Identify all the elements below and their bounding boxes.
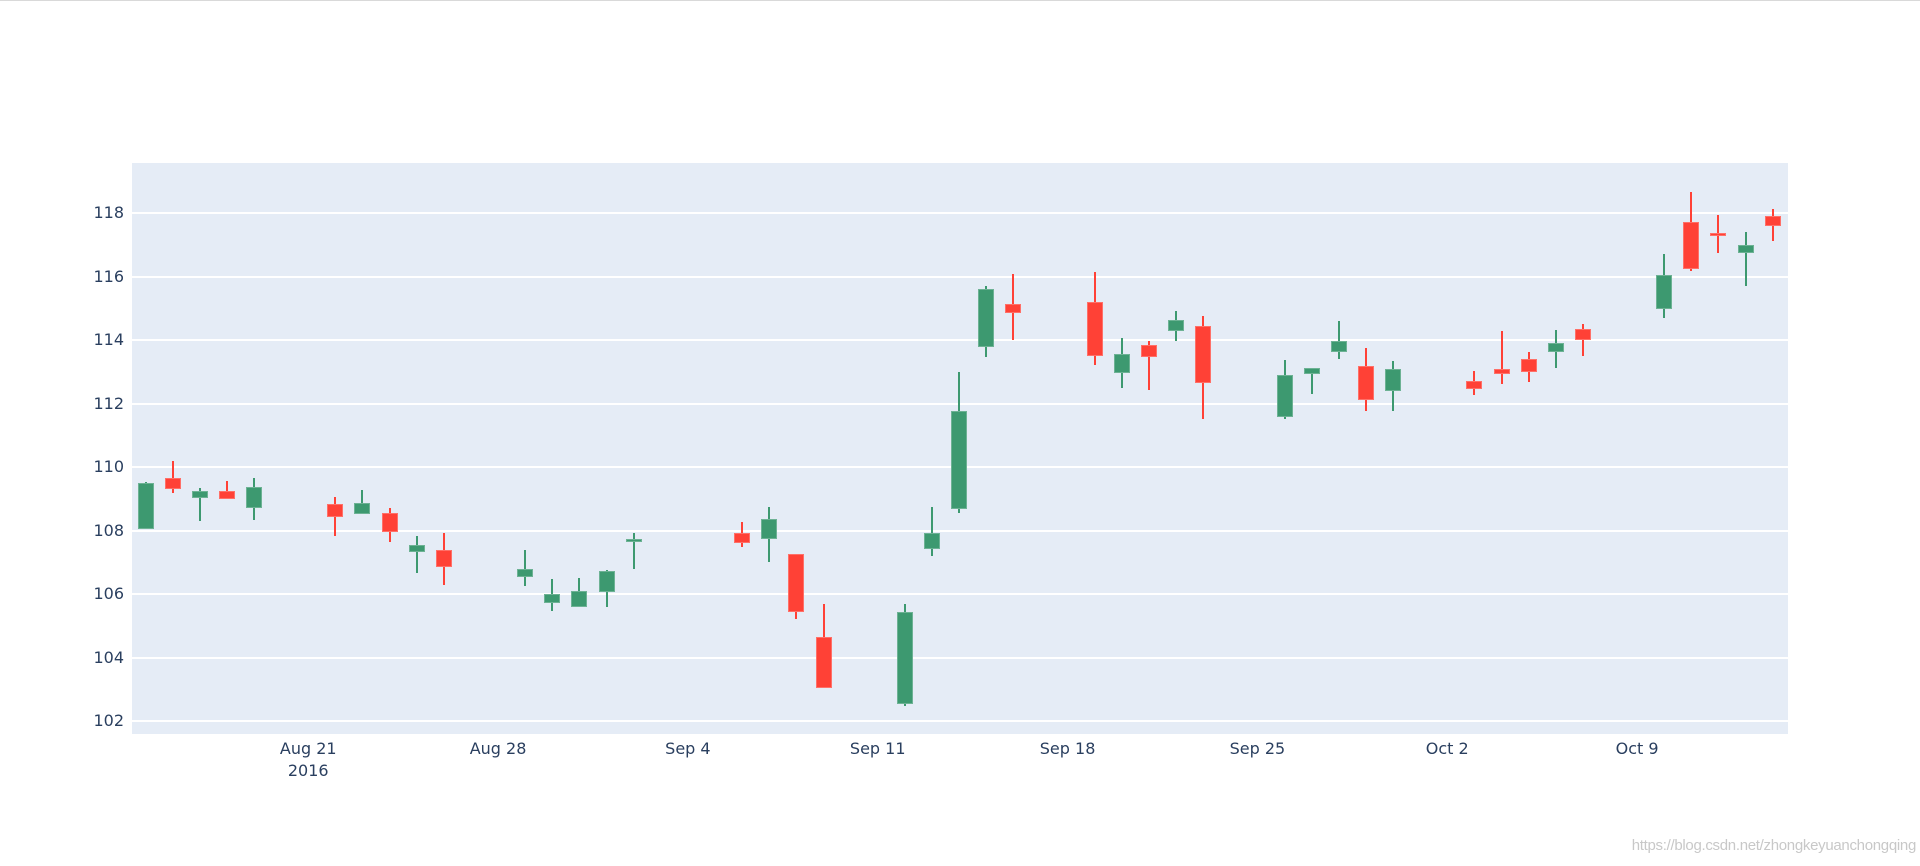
gridline-118: [132, 212, 1788, 215]
candle-body: [1683, 221, 1700, 270]
candle-body: [245, 487, 262, 509]
gridline-108: [132, 529, 1788, 532]
candle-wick: [361, 489, 364, 515]
y-tick-label: 114: [93, 330, 124, 350]
candle-body: [1520, 358, 1537, 372]
candle-body: [137, 483, 154, 529]
candle-body: [1303, 368, 1320, 374]
candle-body: [1737, 245, 1754, 253]
y-tick-label: 106: [93, 584, 124, 604]
candle-wick: [1337, 320, 1340, 359]
x-tick-label: Aug 28: [469, 739, 527, 758]
y-tick-label: 104: [93, 647, 124, 667]
candle-body: [1005, 304, 1022, 313]
candle-body: [517, 568, 534, 577]
candle-body: [896, 612, 913, 704]
candle-body: [923, 532, 940, 549]
candle-body: [1710, 232, 1727, 236]
candle-body: [1764, 216, 1781, 227]
x-tick-label: Sep 25: [1229, 739, 1286, 758]
gridline-114: [132, 339, 1788, 342]
candle-wick: [524, 549, 527, 587]
candle-body: [1574, 329, 1591, 341]
x-tick-label: Sep 11: [849, 739, 906, 758]
candle-body: [1385, 369, 1402, 391]
x-tick-year-label: 2016: [287, 761, 329, 780]
x-tick-label: Sep 18: [1039, 739, 1096, 758]
gridline-104: [132, 656, 1788, 659]
candle-wick: [632, 532, 635, 569]
y-tick-label: 112: [93, 393, 124, 413]
candle-body: [1140, 344, 1157, 358]
top-border: [0, 0, 1920, 1]
candle-body: [1547, 343, 1564, 353]
candle-body: [978, 289, 995, 347]
candle-body: [815, 637, 832, 689]
candle-body: [788, 554, 805, 613]
y-tick-label: 118: [93, 203, 124, 223]
candle-body: [951, 410, 968, 510]
candle-body: [1357, 366, 1374, 401]
candle-wick: [930, 506, 933, 556]
watermark: https://blog.csdn.net/zhongkeyuanchongqi…: [1631, 837, 1917, 854]
candle-body: [625, 539, 642, 543]
candle-body: [1168, 319, 1185, 332]
candle-body: [327, 503, 344, 517]
gridline-116: [132, 275, 1788, 278]
gridline-102: [132, 719, 1788, 722]
x-tick-label: Sep 4: [665, 739, 711, 758]
candle-wick: [415, 536, 418, 574]
candle-wick: [171, 460, 174, 493]
candle-wick: [1147, 341, 1150, 391]
x-tick-label: Oct 9: [1615, 739, 1659, 758]
candle-body: [1113, 353, 1130, 373]
candle-body: [1195, 326, 1212, 384]
candle-body: [191, 490, 208, 498]
candle-body: [1086, 302, 1103, 357]
candle-wick: [1744, 232, 1747, 286]
candle-body: [1276, 375, 1293, 418]
candle-body: [761, 519, 778, 539]
candle-wick: [1500, 331, 1503, 385]
candle-body: [354, 503, 371, 515]
y-tick-label: 102: [93, 710, 124, 730]
candle-wick: [225, 481, 228, 499]
candle-wick: [198, 487, 201, 522]
y-tick-label: 116: [93, 266, 124, 286]
candle-body: [1656, 274, 1673, 310]
candle-wick: [1310, 367, 1313, 394]
y-tick-label: 108: [93, 520, 124, 540]
y-tick-label: 110: [93, 457, 124, 477]
candle-body: [571, 590, 588, 608]
candle-body: [544, 594, 561, 603]
gridline-106: [132, 593, 1788, 596]
candle-body: [164, 478, 181, 490]
candle-body: [598, 570, 615, 592]
candle-body: [408, 544, 425, 553]
x-tick-label: Aug 21: [279, 739, 337, 758]
candle-body: [1466, 380, 1483, 390]
candle-body: [1493, 369, 1510, 375]
candle-body: [435, 549, 452, 567]
candle-body: [734, 533, 751, 543]
candle-body: [218, 490, 235, 499]
candle-body: [381, 512, 398, 533]
candle-body: [1330, 341, 1347, 352]
x-tick-label: Oct 2: [1425, 739, 1469, 758]
